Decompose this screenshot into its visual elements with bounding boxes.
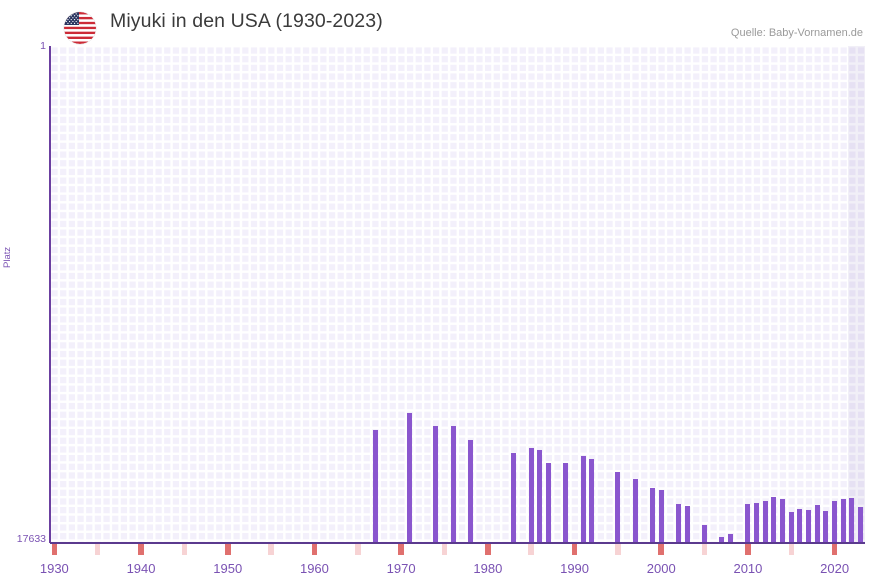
- x-axis-tick-label-1970: 1970: [386, 561, 416, 576]
- bar-2020[interactable]: [832, 500, 838, 543]
- bar-1974[interactable]: [433, 425, 439, 543]
- bar-2000[interactable]: [658, 489, 664, 543]
- x-axis-marker-1950: [224, 544, 231, 555]
- bar-1983[interactable]: [511, 453, 517, 543]
- chart-source-attribution: Quelle: Baby-Vornamen.de: [730, 27, 863, 39]
- x-axis-marker-2015: [788, 544, 795, 555]
- x-axis-marker-2010: [745, 544, 751, 555]
- bar-2015[interactable]: [788, 511, 794, 543]
- x-axis-marker-1970: [398, 544, 404, 555]
- x-axis-marker-1985: [528, 544, 534, 555]
- bar-2022[interactable]: [849, 497, 855, 543]
- bar-1997[interactable]: [632, 479, 638, 543]
- x-axis-marker-1975: [441, 544, 448, 555]
- bar-2003[interactable]: [684, 505, 690, 543]
- bar-2002[interactable]: [675, 503, 681, 543]
- bar-1989[interactable]: [563, 463, 569, 543]
- x-axis-tick-label-1950: 1950: [213, 561, 243, 576]
- y-axis-title: Platz: [2, 246, 13, 268]
- x-axis-tick-label-2020: 2020: [820, 561, 850, 576]
- x-axis-tick-label-1930: 1930: [39, 561, 69, 576]
- chart-header: Miyuki in den USA (1930-2023) Quelle: Ba…: [0, 0, 873, 46]
- x-axis-marker-1930: [51, 544, 58, 555]
- x-axis-marker-1940: [138, 544, 144, 555]
- x-axis-marker-1945: [181, 544, 188, 555]
- x-axis-marker-1935: [94, 544, 101, 555]
- x-axis-marker-1995: [615, 544, 621, 555]
- bar-2023[interactable]: [858, 506, 864, 543]
- bar-2005[interactable]: [702, 525, 708, 543]
- chart-title: Miyuki in den USA (1930-2023): [110, 10, 383, 32]
- x-axis-tick-label-2010: 2010: [733, 561, 763, 576]
- no-data-shaded-region: [847, 46, 865, 543]
- x-axis-marker-2000: [658, 544, 665, 555]
- bar-2021[interactable]: [840, 498, 846, 543]
- chart-gridlines: [50, 46, 865, 543]
- bar-2008[interactable]: [728, 534, 734, 543]
- bar-1987[interactable]: [545, 463, 551, 543]
- bar-1976[interactable]: [450, 425, 456, 543]
- bar-2011[interactable]: [754, 502, 760, 543]
- bar-1991[interactable]: [580, 456, 586, 543]
- x-axis-marker-1955: [268, 544, 274, 555]
- bar-1978[interactable]: [467, 440, 473, 543]
- bar-2019[interactable]: [823, 510, 829, 543]
- x-axis-marker-2020: [831, 544, 838, 555]
- y-axis-tick-label-top: 1: [40, 40, 46, 52]
- x-axis-marker-1980: [485, 544, 491, 555]
- x-axis-marker-1965: [355, 544, 361, 555]
- bar-2007[interactable]: [719, 537, 725, 543]
- us-flag-icon: [64, 12, 96, 44]
- bar-1992[interactable]: [589, 459, 595, 543]
- y-axis-line: [49, 46, 51, 543]
- x-axis-tick-label-1990: 1990: [560, 561, 590, 576]
- chart-plot-area: [50, 46, 865, 543]
- bar-2018[interactable]: [814, 504, 820, 543]
- bar-2012[interactable]: [762, 500, 768, 543]
- bar-1985[interactable]: [528, 448, 534, 543]
- x-axis-marker-1960: [311, 544, 318, 555]
- x-axis-tick-label-1980: 1980: [473, 561, 503, 576]
- bar-1971[interactable]: [407, 413, 413, 543]
- bar-2014[interactable]: [780, 498, 786, 543]
- x-axis-tick-label-2000: 2000: [646, 561, 676, 576]
- bar-1967[interactable]: [372, 429, 378, 543]
- x-axis-line: [50, 542, 865, 544]
- x-axis-tick-label-1940: 1940: [126, 561, 156, 576]
- bar-1986[interactable]: [537, 450, 543, 543]
- bar-1999[interactable]: [649, 487, 655, 543]
- y-axis-tick-label-bottom: 17633: [16, 533, 46, 545]
- x-axis-marker-1990: [571, 544, 578, 555]
- bar-2013[interactable]: [771, 496, 777, 543]
- x-axis-marker-2005: [701, 544, 708, 555]
- x-axis-tick-label-1960: 1960: [299, 561, 329, 576]
- bar-2016[interactable]: [797, 508, 803, 543]
- bar-2017[interactable]: [806, 509, 812, 543]
- bar-1995[interactable]: [615, 471, 621, 543]
- bar-2010[interactable]: [745, 503, 751, 543]
